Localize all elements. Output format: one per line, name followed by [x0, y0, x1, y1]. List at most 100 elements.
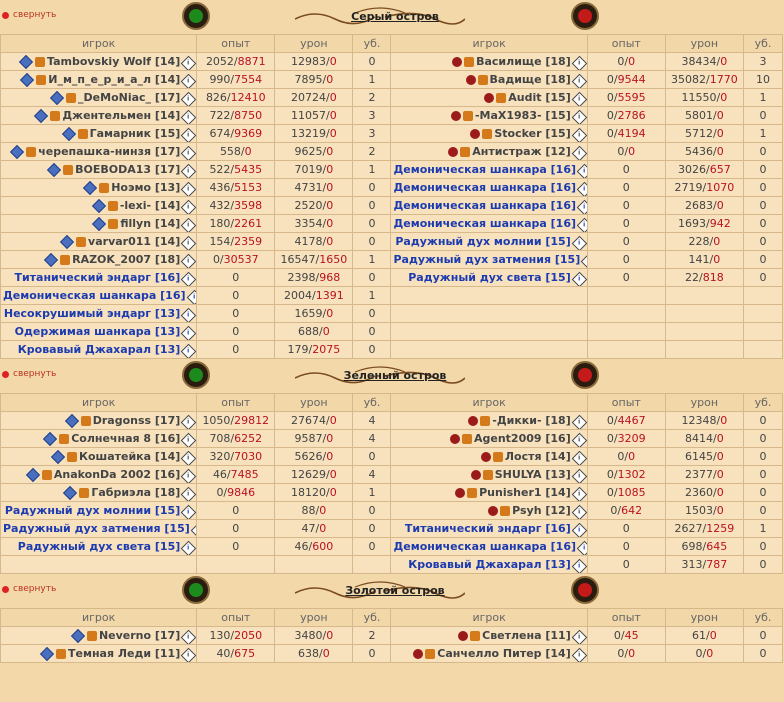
info-icon[interactable]: i [180, 414, 196, 429]
collapse-link[interactable]: свернуть [2, 10, 56, 21]
collapse-link[interactable]: свернуть [2, 584, 56, 595]
player-name[interactable]: Neverno [17] [98, 628, 181, 642]
info-icon[interactable]: i [180, 271, 196, 286]
player-name[interactable]: Радужный дух молнии [15] [395, 234, 571, 248]
player-name[interactable]: Кошатейка [14] [78, 449, 181, 463]
player-name[interactable]: Гамарник [15] [89, 126, 181, 140]
info-icon[interactable]: i [180, 432, 196, 447]
info-icon[interactable]: i [571, 414, 587, 429]
info-icon[interactable]: i [571, 468, 587, 483]
player-name[interactable]: И_м_п_е_р_и_а_л [14] [48, 72, 181, 86]
info-icon[interactable]: i [180, 468, 196, 483]
info-icon[interactable]: i [571, 522, 587, 537]
info-icon[interactable]: i [180, 629, 196, 644]
player-name[interactable]: Кровавый Джахарал [13] [17, 342, 181, 356]
info-icon[interactable]: i [576, 540, 587, 555]
info-icon[interactable]: i [571, 235, 587, 250]
info-icon[interactable]: i [180, 325, 196, 340]
info-icon[interactable]: i [180, 486, 196, 501]
player-name[interactable]: Ноэмо [13] [111, 180, 181, 194]
info-icon[interactable]: i [180, 235, 196, 250]
info-icon[interactable]: i [180, 217, 196, 232]
player-name[interactable]: Tambovskiy Wolf [14] [46, 54, 181, 68]
player-name[interactable]: Радужный дух света [15] [408, 270, 571, 284]
player-name[interactable]: Светлена [11] [482, 628, 571, 642]
info-icon[interactable]: i [571, 73, 587, 88]
player-name[interactable]: Демоническая шанкара [16] [393, 539, 576, 553]
info-icon[interactable]: i [186, 289, 196, 304]
player-name[interactable]: _DeMoNiac_ [17] [78, 90, 181, 104]
player-name[interactable]: Радужный дух молнии [15] [4, 503, 181, 517]
player-name[interactable]: Габриэла [18] [91, 485, 181, 499]
player-name[interactable]: Демоническая шанкара [16] [393, 216, 576, 230]
info-icon[interactable]: i [571, 504, 587, 519]
info-icon[interactable]: i [571, 486, 587, 501]
info-icon[interactable]: i [180, 55, 196, 70]
info-icon[interactable]: i [571, 629, 587, 644]
info-icon[interactable]: i [180, 307, 196, 322]
info-icon[interactable]: i [580, 253, 587, 268]
player-name[interactable]: varvar011 [14] [88, 234, 181, 248]
player-name[interactable]: Audit [15] [508, 90, 571, 104]
player-name[interactable]: Демоническая шанкара [16] [3, 288, 186, 302]
player-name[interactable]: Лостя [14] [504, 449, 571, 463]
player-name[interactable]: Темная Леди [11] [67, 646, 181, 660]
player-name[interactable]: Agent2009 [16] [473, 431, 571, 445]
player-name[interactable]: -lexi- [14] [119, 198, 181, 212]
info-icon[interactable]: i [180, 163, 196, 178]
player-name[interactable]: Демоническая шанкара [16] [393, 180, 576, 194]
info-icon[interactable]: i [180, 109, 196, 124]
info-icon[interactable]: i [571, 91, 587, 106]
info-icon[interactable]: i [571, 647, 587, 662]
player-name[interactable]: Титанический эндарг [16] [404, 521, 571, 535]
info-icon[interactable]: i [571, 127, 587, 142]
player-name[interactable]: SHULYA [13] [494, 467, 571, 481]
info-icon[interactable]: i [571, 145, 587, 160]
player-name[interactable]: Psyh [12] [512, 503, 571, 517]
player-name[interactable]: Радужный дух затмения [15] [3, 521, 190, 535]
info-icon[interactable]: i [180, 540, 196, 555]
player-name[interactable]: Титанический эндарг [16] [14, 270, 181, 284]
player-name[interactable]: Одержимая шанкара [13] [14, 324, 181, 338]
info-icon[interactable]: i [576, 199, 587, 214]
player-name[interactable]: Несокрушимый эндарг [13] [3, 306, 181, 320]
info-icon[interactable]: i [571, 55, 587, 70]
player-name[interactable]: fillyn [14] [120, 216, 181, 230]
info-icon[interactable]: i [576, 163, 587, 178]
player-name[interactable]: BOEBODA13 [17] [75, 162, 181, 176]
info-icon[interactable]: i [571, 558, 587, 573]
info-icon[interactable]: i [576, 217, 587, 232]
info-icon[interactable]: i [571, 271, 587, 286]
player-name[interactable]: Антистраж [12] [472, 144, 571, 158]
player-name[interactable]: Джентельмен [14] [62, 108, 181, 122]
player-name[interactable]: RAZOK_2007 [18] [72, 252, 181, 266]
player-name[interactable]: AnakonDa 2002 [16] [53, 467, 181, 481]
player-name[interactable]: -Дикки- [18] [492, 413, 571, 427]
player-name[interactable]: Радужный дух света [15] [17, 539, 181, 553]
player-name[interactable]: Dragonss [17] [92, 413, 181, 427]
player-name[interactable]: Санчелло Питер [14] [437, 646, 571, 660]
info-icon[interactable]: i [180, 181, 196, 196]
player-name[interactable]: Василище [18] [476, 54, 571, 68]
collapse-link[interactable]: свернуть [2, 369, 56, 380]
info-icon[interactable]: i [180, 253, 196, 268]
player-name[interactable]: Солнечная 8 [16] [71, 431, 181, 445]
player-name[interactable]: -MaX1983- [15] [474, 108, 571, 122]
info-icon[interactable]: i [180, 73, 196, 88]
player-name[interactable]: Демоническая шанкара [16] [393, 162, 576, 176]
info-icon[interactable]: i [180, 343, 196, 358]
player-name[interactable]: Вадище [18] [489, 72, 571, 86]
info-icon[interactable]: i [180, 91, 196, 106]
info-icon[interactable]: i [180, 450, 196, 465]
player-name[interactable]: Демоническая шанкара [16] [393, 198, 576, 212]
info-icon[interactable]: i [180, 504, 196, 519]
info-icon[interactable]: i [180, 199, 196, 214]
player-name[interactable]: Радужный дух затмения [15] [393, 252, 581, 266]
info-icon[interactable]: i [190, 522, 196, 537]
info-icon[interactable]: i [576, 181, 587, 196]
info-icon[interactable]: i [571, 450, 587, 465]
info-icon[interactable]: i [571, 109, 587, 124]
player-name[interactable]: Stocker [15] [494, 126, 571, 140]
info-icon[interactable]: i [180, 145, 196, 160]
info-icon[interactable]: i [180, 647, 196, 662]
